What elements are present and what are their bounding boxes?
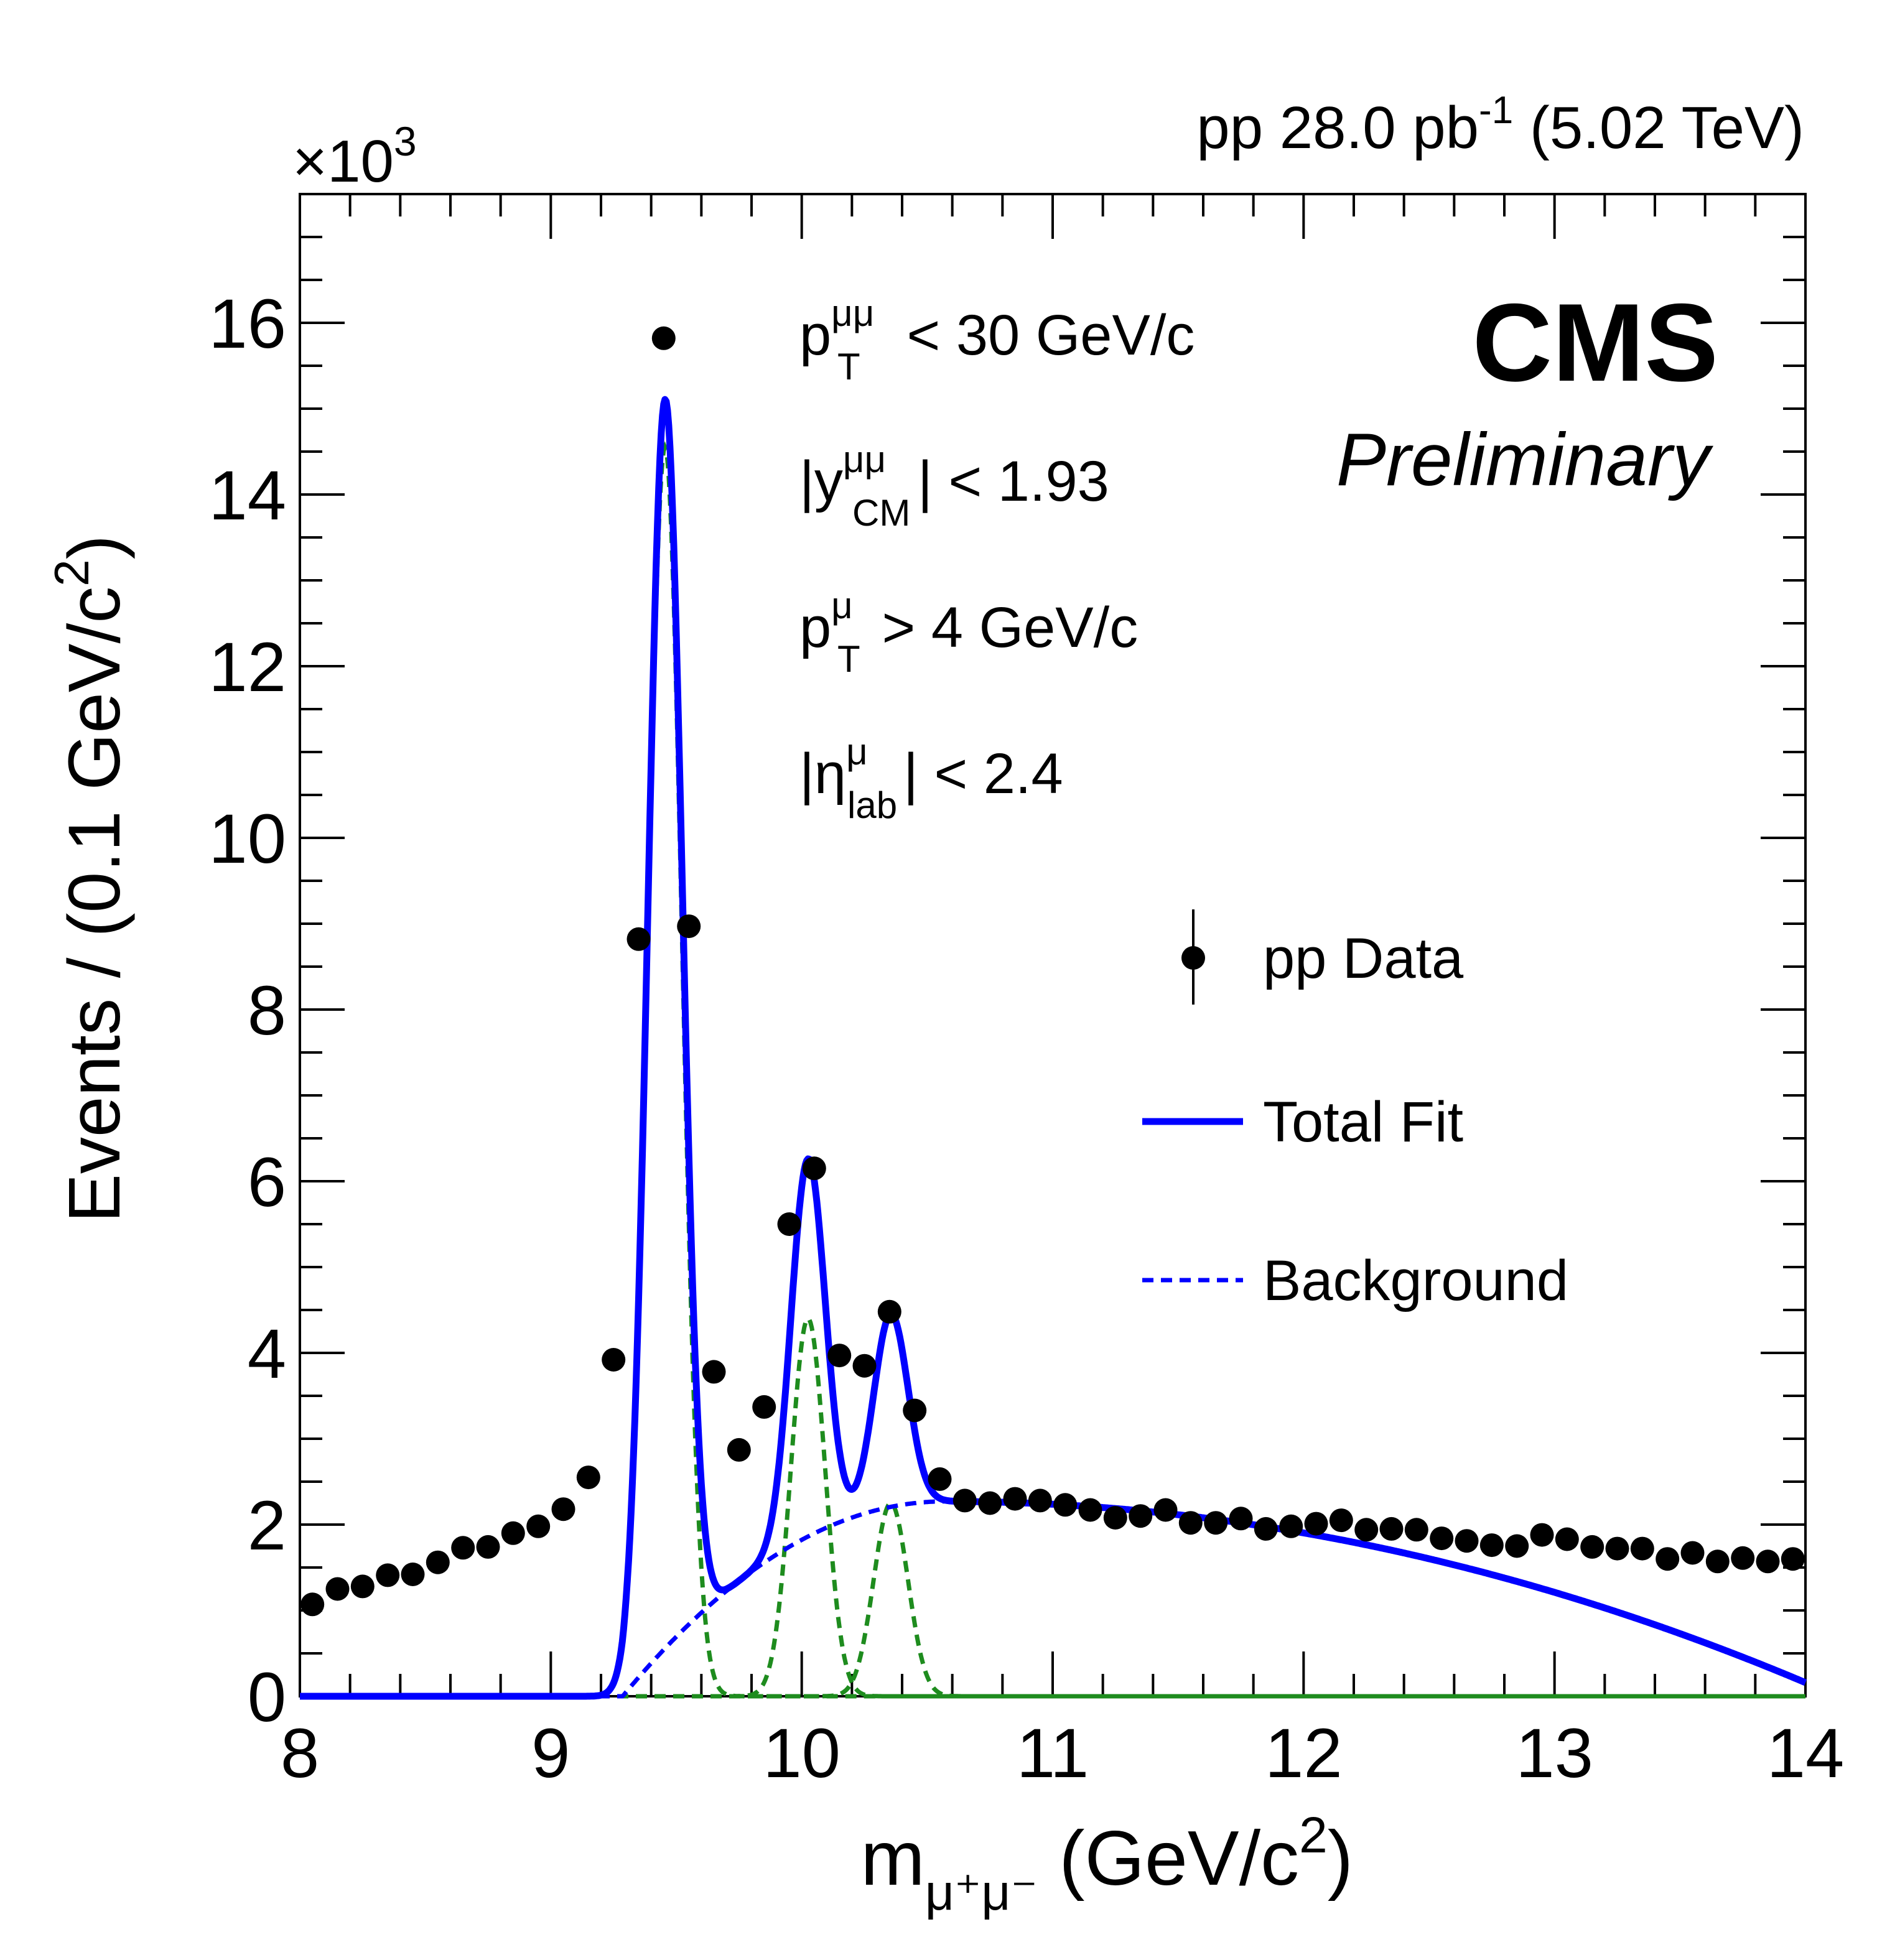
data-point [651, 326, 676, 350]
x-tick-label: 8 [281, 1714, 319, 1792]
x-tick-label: 11 [1017, 1714, 1089, 1792]
data-point [451, 1536, 475, 1560]
data-point [1731, 1546, 1755, 1570]
data-point [1656, 1547, 1680, 1571]
data-point [1178, 1511, 1203, 1535]
data-point [978, 1491, 1002, 1515]
data-point [376, 1563, 400, 1587]
data-point [476, 1535, 500, 1559]
data-point [1680, 1541, 1705, 1565]
axis-ticks [299, 193, 1807, 1698]
y-tick-label: 8 [248, 972, 286, 1049]
data-point [802, 1156, 826, 1181]
data-point [1078, 1498, 1102, 1522]
data-point [626, 927, 651, 951]
x-tick-label: 14 [1767, 1714, 1845, 1792]
legend-label-background: Background [1263, 1249, 1568, 1312]
data-point [1053, 1493, 1078, 1517]
legend-label-data: pp Data [1263, 927, 1464, 990]
y-tick-label: 14 [208, 457, 286, 534]
luminosity-label: pp 28.0 pb-1 (5.02 TeV) [1196, 89, 1804, 161]
data-point [777, 1212, 801, 1236]
data-point [1580, 1535, 1605, 1559]
data-point [1204, 1511, 1228, 1535]
data-point [1404, 1518, 1428, 1542]
data-point [401, 1563, 425, 1586]
data-point [1129, 1504, 1153, 1528]
data-point [1379, 1516, 1404, 1541]
data-point [1630, 1536, 1654, 1561]
multiplier-label: ×103 [292, 118, 417, 195]
legend-data-marker [1181, 946, 1205, 970]
data-point [903, 1398, 927, 1423]
y-tick-label: 12 [208, 628, 286, 706]
data-point [727, 1437, 751, 1462]
data-point [350, 1574, 375, 1599]
data-point [1153, 1498, 1178, 1522]
x-tick-label: 10 [763, 1714, 841, 1792]
legend: pp Data Total Fit Background [1142, 909, 1568, 1312]
cut-pt-dimuon: pμμ T < 30 GeV/c [799, 292, 1195, 388]
cms-logo: CMS [1472, 281, 1718, 404]
data-point [1555, 1527, 1579, 1551]
data-point [677, 914, 701, 939]
data-point [325, 1577, 350, 1601]
data-point [1430, 1526, 1454, 1551]
data-point [1479, 1533, 1504, 1558]
data-point [576, 1465, 600, 1490]
y-tick-label: 10 [208, 800, 286, 878]
y-tick-label: 6 [248, 1143, 286, 1221]
data-point [526, 1514, 551, 1538]
data-point [1304, 1512, 1328, 1536]
data-point [1279, 1514, 1303, 1538]
y-axis-title: Events / (0.1 GeV/c2) [44, 535, 136, 1223]
x-tick-label: 9 [531, 1714, 570, 1792]
data-point [1329, 1508, 1353, 1533]
data-point [1229, 1507, 1253, 1531]
cut-pt-muon: pμ T > 4 GeV/c [799, 585, 1138, 680]
cut-rapidity: |yμμ CM | < 1.93 [799, 439, 1109, 534]
y-tick-labels: 0 2 4 6 8 10 12 14 16 [208, 285, 286, 1736]
data-point [1605, 1536, 1629, 1561]
x-tick-labels: 8 9 10 11 12 13 14 [281, 1714, 1844, 1792]
data-point [1781, 1547, 1805, 1571]
y-tick-label: 4 [248, 1315, 286, 1393]
data-point [952, 1489, 977, 1513]
data-point [852, 1354, 877, 1378]
data-point [426, 1550, 450, 1574]
data-point [551, 1497, 575, 1521]
legend-label-total-fit: Total Fit [1263, 1090, 1463, 1154]
data-point [602, 1348, 626, 1372]
x-tick-label: 13 [1516, 1714, 1593, 1792]
data-point [1756, 1549, 1780, 1574]
data-point [827, 1344, 852, 1368]
data-point [1254, 1516, 1278, 1541]
y-tick-label: 2 [248, 1487, 286, 1564]
total-fit-curve [297, 396, 1808, 1700]
x-tick-label: 12 [1265, 1714, 1343, 1792]
data-point [1530, 1523, 1554, 1547]
preliminary-label: Preliminary [1336, 418, 1714, 501]
data-points [300, 326, 1805, 1617]
x-axis-title: mμ⁺μ⁻ (GeV/c2) [860, 1807, 1353, 1921]
data-point [928, 1467, 952, 1491]
data-point [1705, 1549, 1730, 1574]
data-point [702, 1360, 726, 1384]
data-point [1455, 1529, 1479, 1553]
data-point [752, 1395, 776, 1419]
data-point [1354, 1518, 1379, 1542]
data-point [300, 1592, 325, 1617]
y-tick-label: 0 [248, 1658, 286, 1736]
y-tick-label: 16 [208, 285, 286, 363]
data-point [501, 1521, 525, 1545]
data-point [877, 1299, 901, 1324]
data-point [1003, 1487, 1027, 1511]
data-point [1028, 1489, 1052, 1513]
cut-eta-muon: |ημ lab | < 2.4 [799, 731, 1063, 826]
data-point [1505, 1534, 1529, 1558]
data-point [1103, 1506, 1127, 1530]
